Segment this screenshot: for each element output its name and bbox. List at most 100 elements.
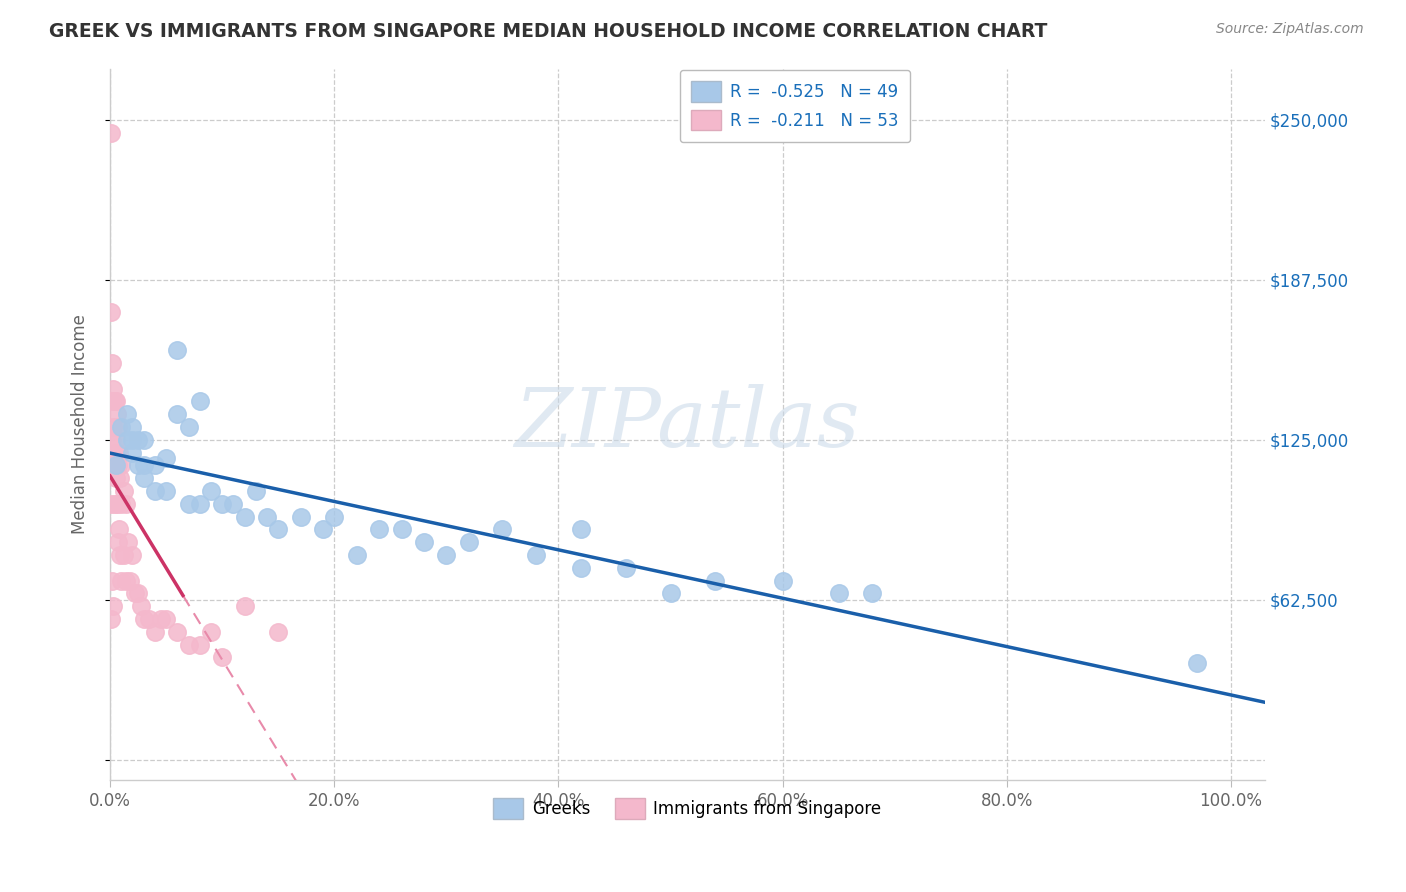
Point bbox=[177, 497, 200, 511]
Point bbox=[121, 420, 143, 434]
Point bbox=[104, 458, 127, 473]
Point bbox=[101, 574, 124, 588]
Point bbox=[828, 586, 851, 600]
Point bbox=[121, 445, 143, 459]
Point bbox=[200, 483, 222, 498]
Point bbox=[104, 471, 127, 485]
Point bbox=[132, 433, 155, 447]
Point bbox=[323, 509, 346, 524]
Point bbox=[457, 535, 479, 549]
Point bbox=[131, 599, 153, 614]
Point bbox=[124, 586, 146, 600]
Text: GREEK VS IMMIGRANTS FROM SINGAPORE MEDIAN HOUSEHOLD INCOME CORRELATION CHART: GREEK VS IMMIGRANTS FROM SINGAPORE MEDIA… bbox=[49, 22, 1047, 41]
Point bbox=[290, 509, 312, 524]
Point bbox=[312, 522, 335, 536]
Point bbox=[120, 574, 142, 588]
Point bbox=[155, 612, 177, 626]
Point bbox=[112, 548, 135, 562]
Point bbox=[188, 497, 211, 511]
Point bbox=[100, 497, 122, 511]
Point bbox=[103, 445, 125, 459]
Point bbox=[155, 483, 177, 498]
Point bbox=[860, 586, 883, 600]
Point bbox=[104, 394, 127, 409]
Point bbox=[110, 497, 132, 511]
Point bbox=[108, 522, 131, 536]
Point bbox=[132, 471, 155, 485]
Point bbox=[434, 548, 457, 562]
Point bbox=[491, 522, 513, 536]
Point bbox=[138, 612, 160, 626]
Point bbox=[127, 458, 149, 473]
Point bbox=[115, 407, 138, 421]
Point bbox=[569, 522, 592, 536]
Legend: Greeks, Immigrants from Singapore: Greeks, Immigrants from Singapore bbox=[486, 792, 889, 825]
Point bbox=[614, 561, 637, 575]
Y-axis label: Median Household Income: Median Household Income bbox=[72, 315, 89, 534]
Point bbox=[121, 548, 143, 562]
Point bbox=[114, 574, 136, 588]
Point bbox=[1187, 656, 1209, 670]
Point bbox=[177, 638, 200, 652]
Point bbox=[413, 535, 436, 549]
Point bbox=[267, 522, 290, 536]
Point bbox=[108, 445, 131, 459]
Text: Source: ZipAtlas.com: Source: ZipAtlas.com bbox=[1216, 22, 1364, 37]
Point bbox=[127, 586, 149, 600]
Point bbox=[127, 433, 149, 447]
Point bbox=[166, 624, 188, 639]
Point bbox=[108, 548, 131, 562]
Text: ZIPatlas: ZIPatlas bbox=[515, 384, 860, 465]
Point bbox=[391, 522, 413, 536]
Point bbox=[105, 497, 128, 511]
Point bbox=[132, 458, 155, 473]
Point bbox=[233, 599, 256, 614]
Point bbox=[346, 548, 368, 562]
Point bbox=[256, 509, 278, 524]
Point bbox=[101, 356, 124, 370]
Point bbox=[107, 420, 129, 434]
Point bbox=[114, 497, 136, 511]
Point bbox=[188, 394, 211, 409]
Point bbox=[143, 458, 166, 473]
Point bbox=[143, 624, 166, 639]
Point bbox=[132, 612, 155, 626]
Point bbox=[166, 407, 188, 421]
Point bbox=[117, 535, 139, 549]
Point bbox=[103, 382, 125, 396]
Point bbox=[149, 612, 172, 626]
Point bbox=[121, 433, 143, 447]
Point bbox=[115, 433, 138, 447]
Point bbox=[104, 433, 127, 447]
Point bbox=[267, 624, 290, 639]
Point bbox=[704, 574, 727, 588]
Point bbox=[110, 420, 132, 434]
Point bbox=[100, 126, 122, 140]
Point bbox=[100, 612, 122, 626]
Point bbox=[103, 497, 125, 511]
Point bbox=[103, 458, 125, 473]
Point bbox=[166, 343, 188, 358]
Point bbox=[110, 458, 132, 473]
Point bbox=[103, 420, 125, 434]
Point bbox=[112, 483, 135, 498]
Point bbox=[155, 450, 177, 465]
Point bbox=[659, 586, 682, 600]
Point bbox=[211, 497, 233, 511]
Point bbox=[108, 471, 131, 485]
Point bbox=[103, 599, 125, 614]
Point bbox=[368, 522, 391, 536]
Point bbox=[188, 638, 211, 652]
Point bbox=[245, 483, 267, 498]
Point bbox=[107, 535, 129, 549]
Point bbox=[222, 497, 245, 511]
Point bbox=[177, 420, 200, 434]
Point bbox=[143, 483, 166, 498]
Point bbox=[101, 433, 124, 447]
Point bbox=[211, 650, 233, 665]
Point bbox=[105, 445, 128, 459]
Point bbox=[524, 548, 547, 562]
Point bbox=[100, 305, 122, 319]
Point bbox=[233, 509, 256, 524]
Point bbox=[569, 561, 592, 575]
